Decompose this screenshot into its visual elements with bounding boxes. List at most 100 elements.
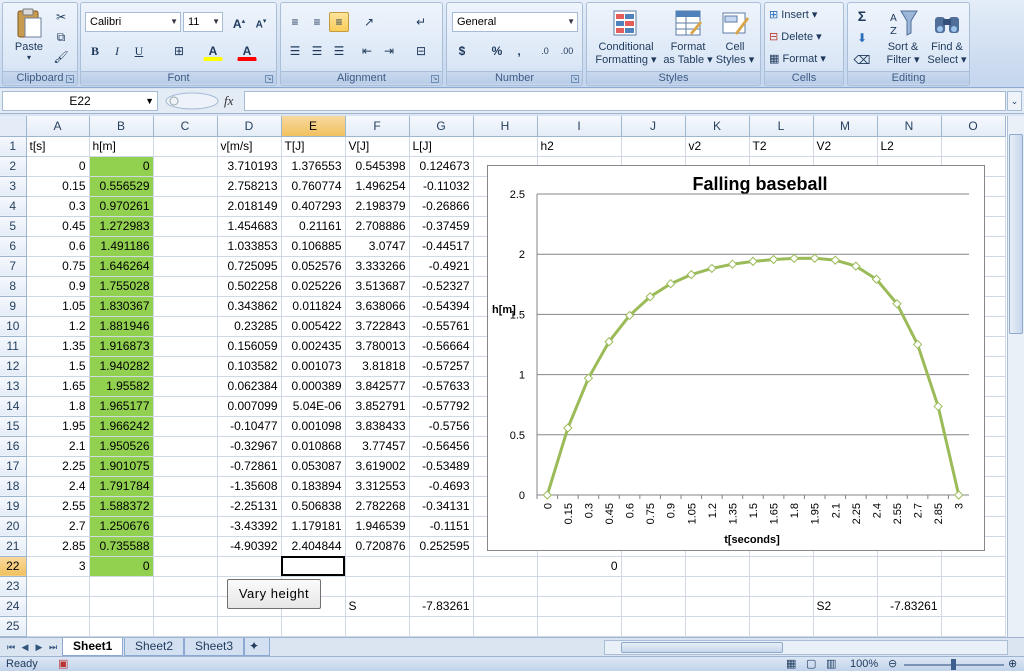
autosum-button[interactable]: Σ <box>852 6 872 26</box>
cell-m22[interactable] <box>813 556 878 577</box>
cell-b3[interactable]: 0.556529 <box>89 176 154 197</box>
grow-font-button[interactable]: A▴ <box>232 17 246 31</box>
cut-icon[interactable]: ✂ <box>55 10 67 24</box>
cell-d25[interactable] <box>217 616 282 637</box>
cell-a21[interactable]: 2.85 <box>26 536 90 557</box>
cell-m24[interactable]: S2 <box>813 596 878 617</box>
cell-b6[interactable]: 1.491186 <box>89 236 154 257</box>
format-painter-icon[interactable]: 🖌 <box>53 50 69 64</box>
cell-g20[interactable]: -0.1151 <box>409 516 474 537</box>
row-header[interactable]: 5 <box>0 216 27 237</box>
cell-o22[interactable] <box>941 556 1006 577</box>
chart-object[interactable]: Falling baseball h[m] t[seconds] 0 0.5 1 1.… <box>487 165 985 551</box>
cell-e1[interactable]: T[J] <box>281 136 346 157</box>
cell-c1[interactable] <box>153 136 218 157</box>
cell-h22[interactable] <box>473 556 538 577</box>
cell-a23[interactable] <box>26 576 90 597</box>
currency-button[interactable]: $ <box>458 44 466 58</box>
row-header[interactable]: 2 <box>0 156 27 177</box>
cell-e15[interactable]: 0.001098 <box>281 416 346 437</box>
cell-i24[interactable] <box>537 596 622 617</box>
column-header-f[interactable]: F <box>345 116 410 137</box>
cell-b21[interactable]: 0.735588 <box>89 536 154 557</box>
page-break-view-icon[interactable]: ▥ <box>826 658 837 670</box>
cell-a6[interactable]: 0.6 <box>26 236 90 257</box>
copy-icon[interactable]: ⧉ <box>56 30 66 44</box>
insert-sheet-icon[interactable]: ✦ <box>244 638 270 656</box>
expand-formula-bar-icon[interactable]: ⌄ <box>1007 91 1022 111</box>
cell-b25[interactable] <box>89 616 154 637</box>
cell-b10[interactable]: 1.881946 <box>89 316 154 337</box>
sort-filter-button[interactable]: A Z Sort & Filter ▾ <box>882 7 924 66</box>
cell-g1[interactable]: L[J] <box>409 136 474 157</box>
row-header[interactable]: 7 <box>0 256 27 277</box>
cell-d5[interactable]: 1.454683 <box>217 216 282 237</box>
cell-b5[interactable]: 1.272983 <box>89 216 154 237</box>
cell-f3[interactable]: 1.496254 <box>345 176 410 197</box>
cell-a1[interactable]: t[s] <box>26 136 90 157</box>
sheet-tab-2[interactable]: Sheet2 <box>124 638 185 656</box>
cell-c17[interactable] <box>153 456 218 477</box>
row-header[interactable]: 3 <box>0 176 27 197</box>
macro-record-icon[interactable]: ▣ <box>58 658 69 670</box>
column-header-n[interactable]: N <box>877 116 942 137</box>
cell-b16[interactable]: 1.950526 <box>89 436 154 457</box>
cell-f23[interactable] <box>345 576 410 597</box>
cell-e19[interactable]: 0.506838 <box>281 496 346 517</box>
cell-f12[interactable]: 3.81818 <box>345 356 410 377</box>
increase-indent-icon[interactable]: ⇥ <box>383 44 395 58</box>
cell-c3[interactable] <box>153 176 218 197</box>
row-header[interactable]: 20 <box>0 516 27 537</box>
cell-g21[interactable]: 0.252595 <box>409 536 474 557</box>
cell-e11[interactable]: 0.002435 <box>281 336 346 357</box>
cell-f4[interactable]: 2.198379 <box>345 196 410 217</box>
cell-h25[interactable] <box>473 616 538 637</box>
cell-f14[interactable]: 3.852791 <box>345 396 410 417</box>
cell-g22[interactable] <box>409 556 474 577</box>
vertical-scroll-thumb[interactable] <box>1009 134 1023 334</box>
cell-a5[interactable]: 0.45 <box>26 216 90 237</box>
conditional-formatting-button[interactable]: Conditional Formatting ▾ <box>591 7 661 66</box>
increase-decimal-button[interactable]: .0 <box>541 46 549 56</box>
cell-a22[interactable]: 3 <box>26 556 90 577</box>
cell-c13[interactable] <box>153 376 218 397</box>
cell-a3[interactable]: 0.15 <box>26 176 90 197</box>
cell-c25[interactable] <box>153 616 218 637</box>
cell-f17[interactable]: 3.619002 <box>345 456 410 477</box>
cell-a19[interactable]: 2.55 <box>26 496 90 517</box>
cell-e14[interactable]: 5.04E-06 <box>281 396 346 417</box>
underline-button[interactable]: U <box>134 44 144 58</box>
cell-b19[interactable]: 1.588372 <box>89 496 154 517</box>
row-header[interactable]: 12 <box>0 356 27 377</box>
cell-f20[interactable]: 1.946539 <box>345 516 410 537</box>
cell-d18[interactable]: -1.35608 <box>217 476 282 497</box>
cell-a18[interactable]: 2.4 <box>26 476 90 497</box>
cell-g12[interactable]: -0.57257 <box>409 356 474 377</box>
cell-l24[interactable] <box>749 596 814 617</box>
cell-c9[interactable] <box>153 296 218 317</box>
cell-a2[interactable]: 0 <box>26 156 90 177</box>
cell-g3[interactable]: -0.11032 <box>409 176 474 197</box>
number-launcher-icon[interactable]: ↘ <box>571 75 579 83</box>
horizontal-scroll-thumb[interactable] <box>621 642 783 653</box>
cell-d7[interactable]: 0.725095 <box>217 256 282 277</box>
borders-icon[interactable]: ⊞ <box>173 44 185 58</box>
zoom-slider-thumb[interactable] <box>951 659 956 670</box>
cell-g17[interactable]: -0.53489 <box>409 456 474 477</box>
cell-e21[interactable]: 2.404844 <box>281 536 346 557</box>
cell-e20[interactable]: 1.179181 <box>281 516 346 537</box>
cell-b9[interactable]: 1.830367 <box>89 296 154 317</box>
cell-d10[interactable]: 0.23285 <box>217 316 282 337</box>
clear-icon[interactable]: ⌫ <box>853 53 871 67</box>
cell-k22[interactable] <box>685 556 750 577</box>
cell-d3[interactable]: 2.758213 <box>217 176 282 197</box>
cell-c2[interactable] <box>153 156 218 177</box>
align-top-icon[interactable]: ≡ <box>291 15 299 29</box>
cell-d21[interactable]: -4.90392 <box>217 536 282 557</box>
first-sheet-icon[interactable]: ⏮ <box>6 642 16 652</box>
sheet-tab-1[interactable]: Sheet1 <box>62 638 124 656</box>
cell-d20[interactable]: -3.43392 <box>217 516 282 537</box>
cell-f8[interactable]: 3.513687 <box>345 276 410 297</box>
cell-f1[interactable]: V[J] <box>345 136 410 157</box>
align-bottom-icon[interactable]: ≡ <box>329 12 349 32</box>
